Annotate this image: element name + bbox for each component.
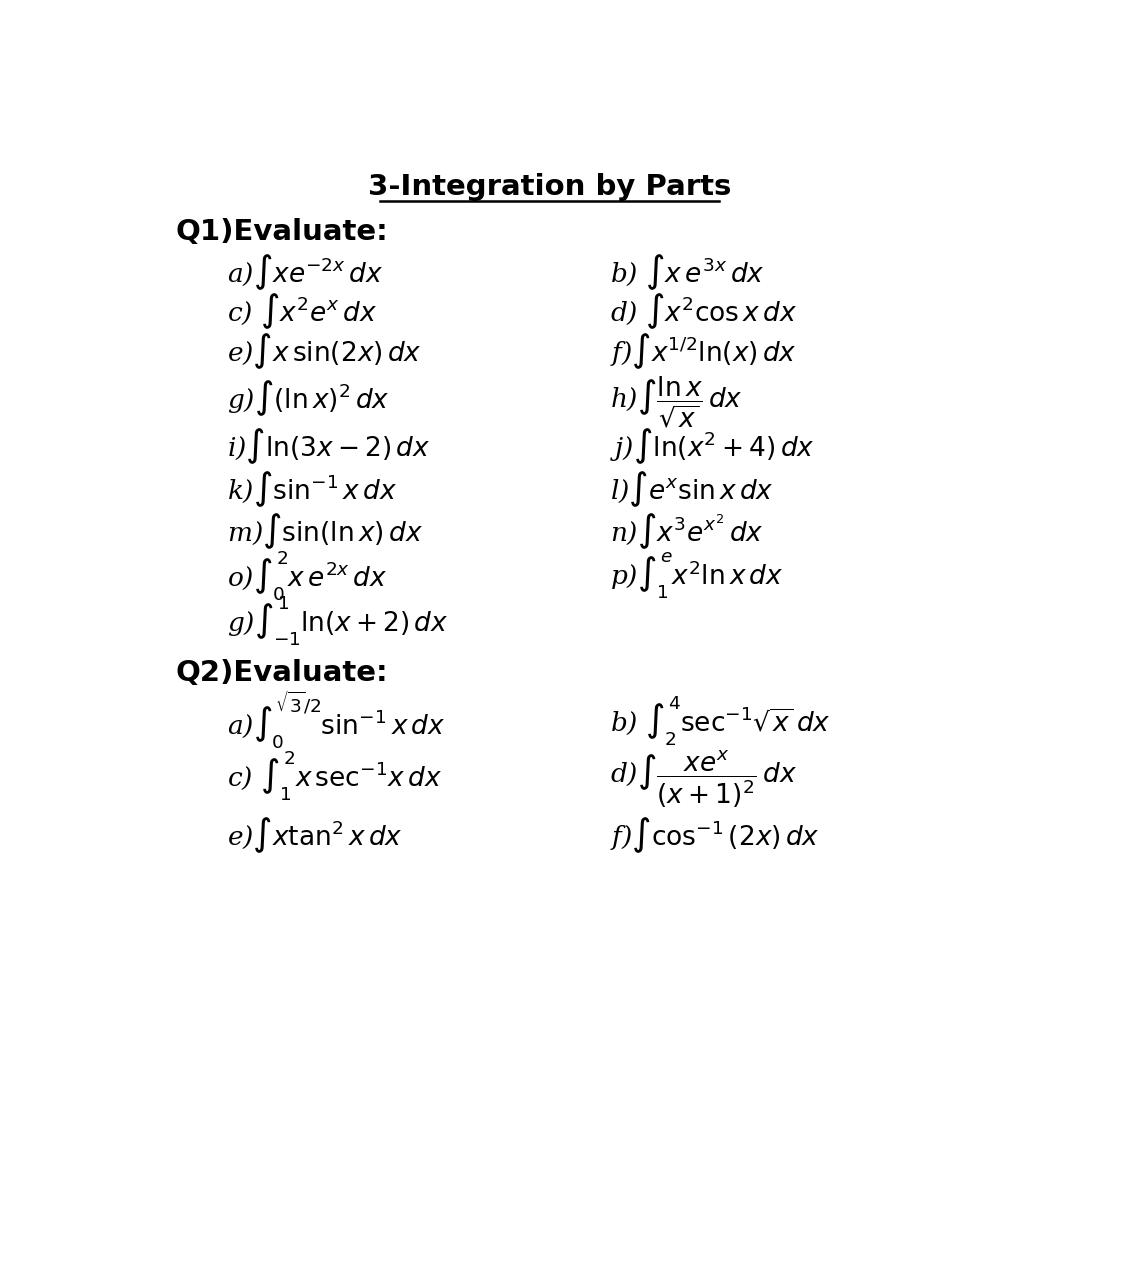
Text: b) $\int x\, e^{3x}\, dx$: b) $\int x\, e^{3x}\, dx$ [611,252,765,292]
Text: i)$\int \ln(3x-2)\, dx$: i)$\int \ln(3x-2)\, dx$ [227,426,430,466]
Text: a)$\int xe^{-2x}\, dx$: a)$\int xe^{-2x}\, dx$ [227,252,384,292]
Text: b) $\int_{2}^{4}\sec^{-1}\!\sqrt{x}\, dx$: b) $\int_{2}^{4}\sec^{-1}\!\sqrt{x}\, dx… [611,694,831,748]
Text: Q2)Evaluate:: Q2)Evaluate: [175,659,387,687]
Text: f)$\int x^{1/2}\ln(x)\, dx$: f)$\int x^{1/2}\ln(x)\, dx$ [611,330,797,371]
Text: j)$\int \ln(x^{2}+4)\, dx$: j)$\int \ln(x^{2}+4)\, dx$ [611,426,815,466]
Text: d) $\int x^{2}\cos x\, dx$: d) $\int x^{2}\cos x\, dx$ [611,292,797,332]
Text: f)$\int \cos^{-1}(2x)\,dx$: f)$\int \cos^{-1}(2x)\,dx$ [611,815,820,855]
Text: h)$\int \dfrac{\ln x}{\sqrt{x}}\, dx$: h)$\int \dfrac{\ln x}{\sqrt{x}}\, dx$ [611,374,743,430]
Text: n)$\int x^{3}e^{x^{2}}\, dx$: n)$\int x^{3}e^{x^{2}}\, dx$ [611,511,764,550]
Text: k)$\int \sin^{-1}x\, dx$: k)$\int \sin^{-1}x\, dx$ [227,468,398,508]
Text: e)$\int x\, \sin(2x)\, dx$: e)$\int x\, \sin(2x)\, dx$ [227,330,422,371]
Text: Q1)Evaluate:: Q1)Evaluate: [175,219,387,247]
Text: 3-Integration by Parts: 3-Integration by Parts [367,173,731,201]
Text: d)$\int \dfrac{xe^{x}}{(x+1)^{2}}\, dx$: d)$\int \dfrac{xe^{x}}{(x+1)^{2}}\, dx$ [611,749,797,810]
Text: o)$\int_{0}^{2} x\, e^{2x}\, dx$: o)$\int_{0}^{2} x\, e^{2x}\, dx$ [227,548,387,603]
Text: c) $\int x^{2}e^{x}\, dx$: c) $\int x^{2}e^{x}\, dx$ [227,292,377,332]
Text: c) $\int_{1}^{2} x\,\sec^{-1}\!x\, dx$: c) $\int_{1}^{2} x\,\sec^{-1}\!x\, dx$ [227,748,442,801]
Text: g)$\int_{-1}^{1} \ln(x+2)\, dx$: g)$\int_{-1}^{1} \ln(x+2)\, dx$ [227,593,449,646]
Text: m)$\int \sin(\ln x)\, dx$: m)$\int \sin(\ln x)\, dx$ [227,511,423,550]
Text: l)$\int e^{x}\sin x\, dx$: l)$\int e^{x}\sin x\, dx$ [611,468,774,508]
Text: a)$\int_{0}^{\sqrt{3}/2}\sin^{-1}x\, dx$: a)$\int_{0}^{\sqrt{3}/2}\sin^{-1}x\, dx$ [227,690,446,751]
Text: p)$\int_{1}^{e} x^{2}\ln x\, dx$: p)$\int_{1}^{e} x^{2}\ln x\, dx$ [611,550,784,600]
Text: e)$\int x\tan^{2}x\, dx$: e)$\int x\tan^{2}x\, dx$ [227,815,403,855]
Text: g)$\int (\ln x)^{2}\, dx$: g)$\int (\ln x)^{2}\, dx$ [227,378,390,417]
